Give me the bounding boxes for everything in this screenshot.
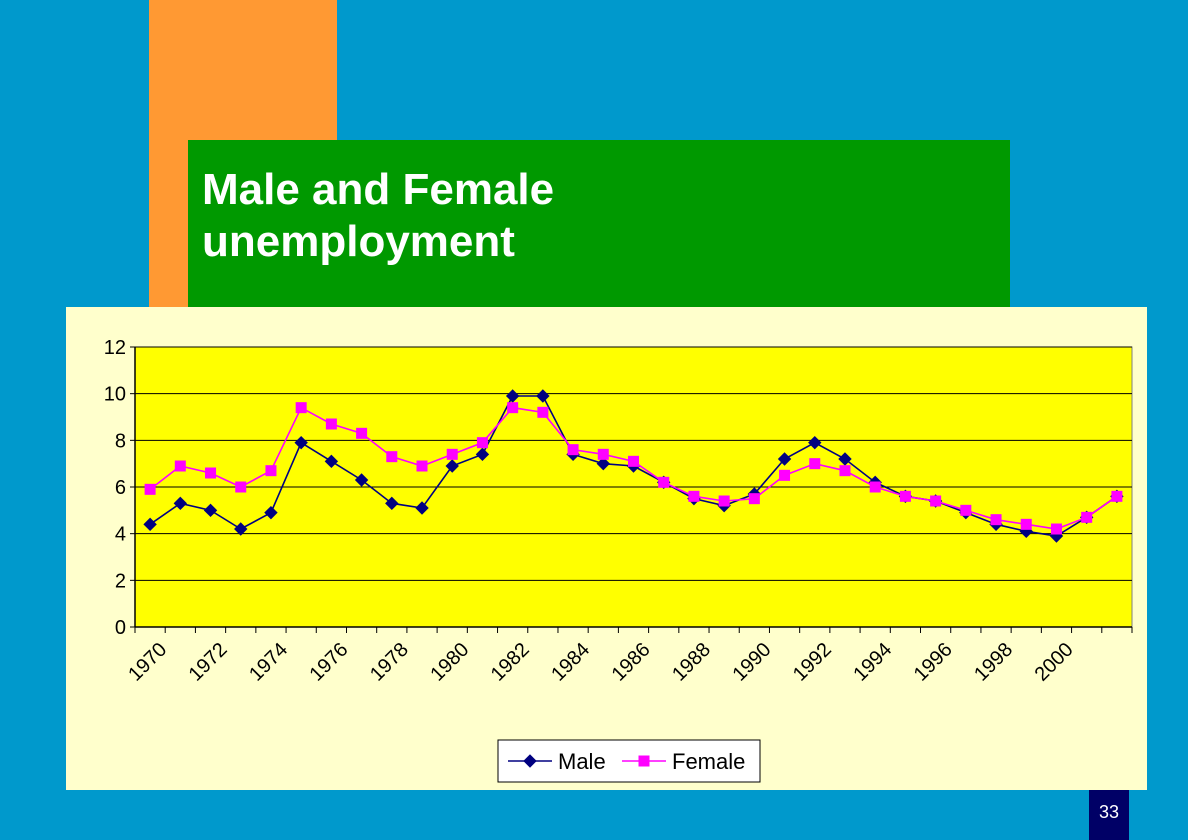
female-data-point — [1050, 523, 1062, 535]
y-tick-label: 0 — [115, 617, 126, 639]
unemployment-line-chart: 0 2 4 6 8 10 12 1970 1972 1974 1976 1978 1980 1982 198… — [104, 337, 1133, 783]
female-data-point — [265, 465, 277, 477]
page-number-badge: 33 — [1089, 790, 1129, 840]
female-data-point — [899, 490, 911, 502]
male-data-point — [838, 452, 852, 466]
male-data-point — [475, 447, 490, 462]
female-data-point — [386, 451, 398, 463]
female-data-point — [930, 495, 942, 507]
y-tick-label: 10 — [104, 384, 126, 406]
male-data-point — [536, 389, 550, 403]
x-tick-label: 1980 — [426, 639, 473, 686]
x-tick-label: 1988 — [668, 639, 715, 686]
x-tick-label: 2000 — [1031, 639, 1078, 686]
female-data-point — [144, 483, 156, 495]
male-data-point — [445, 459, 459, 473]
female-data-point — [839, 465, 851, 477]
female-data-point — [718, 495, 730, 507]
female-data-point — [1111, 490, 1123, 502]
female-data-point — [990, 514, 1002, 526]
male-data-point — [173, 496, 188, 511]
legend-male-marker — [523, 754, 537, 768]
male-data-point — [294, 435, 308, 450]
female-data-point — [688, 490, 700, 502]
male-data-point — [385, 496, 399, 511]
female-data-point — [869, 481, 881, 493]
female-data-point — [1081, 511, 1093, 523]
male-data-point — [203, 503, 218, 518]
female-data-point — [1020, 518, 1032, 530]
x-tick-label: 1990 — [728, 639, 775, 686]
female-data-point — [597, 448, 609, 460]
male-data-point — [143, 517, 157, 532]
x-tick-label: 1972 — [185, 639, 232, 686]
female-data-point — [205, 467, 217, 479]
chart-panel: 0 2 4 6 8 10 12 1970 1972 1974 1976 1978 1980 1982 198… — [66, 307, 1147, 790]
x-tick-label: 1998 — [970, 639, 1017, 686]
x-tick-label: 1996 — [910, 639, 957, 686]
female-data-point — [174, 460, 186, 472]
female-data-point — [235, 481, 247, 493]
y-tick-label: 8 — [115, 430, 126, 452]
female-data-point — [325, 418, 337, 430]
y-tick-label: 6 — [115, 477, 126, 499]
female-data-point — [628, 455, 639, 467]
female-data-point — [809, 458, 821, 470]
male-data-point — [415, 501, 429, 515]
male-data-point — [354, 473, 369, 487]
male-data-point — [324, 454, 339, 469]
male-data-point — [777, 452, 792, 466]
x-tick-label: 1976 — [306, 639, 353, 686]
female-data-point — [748, 493, 760, 505]
female-data-point — [356, 427, 368, 439]
male-data-point — [264, 505, 278, 520]
female-data-point — [779, 469, 791, 481]
x-tick-label: 1982 — [487, 639, 534, 686]
legend-male-label: Male — [558, 749, 606, 774]
female-data-point — [295, 402, 307, 414]
female-data-point — [476, 437, 488, 449]
male-data-point — [596, 456, 610, 471]
x-tick-label: 1994 — [849, 639, 896, 686]
legend-female-label: Female — [672, 749, 745, 774]
female-data-point — [507, 402, 519, 414]
x-tick-label: 1984 — [547, 639, 594, 686]
slide-title: Male and Female unemployment — [202, 165, 555, 266]
y-tick-label: 2 — [115, 570, 126, 592]
female-data-point — [537, 406, 549, 418]
female-data-point — [960, 504, 972, 516]
female-data-point — [446, 448, 458, 460]
female-data-point — [567, 444, 579, 456]
male-data-point — [808, 435, 822, 450]
x-tick-label: 1978 — [366, 639, 413, 686]
title-box: Male and Female unemployment — [188, 140, 1010, 308]
x-tick-label: 1992 — [789, 639, 836, 686]
x-tick-label: 1974 — [245, 639, 292, 686]
x-tick-label: 1970 — [124, 639, 171, 686]
legend-female-marker — [638, 755, 650, 767]
x-tick-label: 1986 — [608, 639, 655, 686]
female-data-point — [658, 476, 670, 488]
male-data-point — [234, 522, 248, 536]
y-tick-label: 4 — [115, 524, 126, 546]
y-tick-label: 12 — [104, 337, 126, 359]
male-data-point — [505, 389, 520, 403]
female-data-point — [416, 460, 428, 472]
